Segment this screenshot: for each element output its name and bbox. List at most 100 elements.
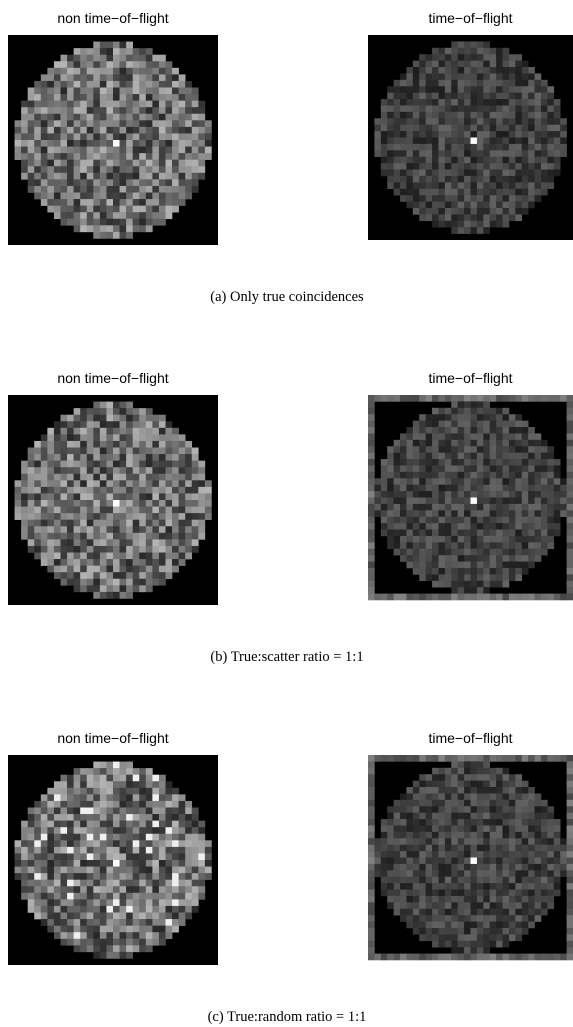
pixel — [560, 845, 567, 852]
pixel — [185, 893, 192, 900]
pixel — [413, 182, 420, 189]
pixel — [120, 193, 127, 200]
pixel — [54, 428, 61, 435]
pixel — [61, 114, 68, 121]
pixel — [426, 440, 433, 447]
pixel — [374, 954, 381, 961]
pixel — [106, 867, 113, 874]
pixel — [496, 157, 503, 164]
pixel — [34, 520, 41, 527]
pixel — [100, 939, 107, 946]
pixel — [503, 877, 510, 884]
pixel — [419, 112, 426, 119]
pixel — [146, 81, 153, 88]
pixel — [120, 559, 127, 566]
pixel — [47, 853, 54, 860]
pixel — [113, 886, 120, 893]
pixel — [515, 523, 522, 530]
pixel — [87, 199, 94, 206]
pixel — [47, 179, 54, 186]
pixel — [133, 860, 140, 867]
pixel — [146, 487, 153, 494]
pixel — [106, 539, 113, 546]
pixel — [464, 838, 471, 845]
pixel — [166, 74, 173, 81]
pixel — [515, 845, 522, 852]
pixel — [541, 80, 548, 87]
pixel — [471, 922, 478, 929]
pixel — [445, 176, 452, 183]
pixel — [139, 219, 146, 226]
pixel — [528, 195, 535, 202]
pixel — [61, 533, 68, 540]
pixel — [477, 928, 484, 935]
pixel — [198, 114, 205, 121]
pixel — [100, 533, 107, 540]
pixel — [41, 448, 48, 455]
pixel — [406, 433, 413, 440]
pixel — [483, 594, 490, 601]
pixel — [426, 80, 433, 87]
pixel — [120, 762, 127, 769]
pixel — [120, 428, 127, 435]
pixel — [394, 485, 401, 492]
pixel — [528, 182, 535, 189]
pixel — [80, 821, 87, 828]
pixel — [172, 461, 179, 468]
pixel — [80, 474, 87, 481]
pixel — [458, 498, 465, 505]
pixel — [515, 909, 522, 916]
pixel — [139, 55, 146, 62]
pixel — [471, 202, 478, 209]
pixel — [406, 510, 413, 517]
pixel — [21, 140, 28, 147]
pixel — [87, 454, 94, 461]
pixel — [413, 851, 420, 858]
pixel — [152, 513, 159, 520]
pixel — [406, 478, 413, 485]
pixel — [503, 954, 510, 961]
pixel — [554, 150, 561, 157]
pixel — [172, 193, 179, 200]
pixel — [483, 421, 490, 428]
pixel — [458, 819, 465, 826]
pixel — [15, 133, 22, 140]
pixel — [159, 880, 166, 887]
pixel — [451, 864, 458, 871]
pixel — [515, 858, 522, 865]
pixel — [406, 182, 413, 189]
pixel — [432, 909, 439, 916]
pixel — [61, 179, 68, 186]
pixel — [47, 794, 54, 801]
pixel — [41, 913, 48, 920]
pixel — [438, 176, 445, 183]
pixel — [205, 147, 212, 154]
pixel — [426, 176, 433, 183]
pixel — [113, 853, 120, 860]
pixel — [126, 932, 133, 939]
pixel — [93, 814, 100, 821]
pixel — [47, 788, 54, 795]
pixel — [67, 434, 74, 441]
pixel — [74, 507, 81, 514]
pixel — [451, 465, 458, 472]
pixel — [74, 114, 81, 121]
pixel — [47, 74, 54, 81]
pixel — [547, 819, 554, 826]
pixel — [368, 941, 375, 948]
pixel — [464, 440, 471, 447]
pixel — [100, 768, 107, 775]
pixel — [54, 520, 61, 527]
pixel — [387, 446, 394, 453]
pixel — [419, 902, 426, 909]
pixel — [93, 526, 100, 533]
pixel — [54, 794, 61, 801]
pixel — [185, 186, 192, 193]
pixel — [152, 212, 159, 219]
pixel — [172, 467, 179, 474]
pixel — [509, 170, 516, 177]
pixel — [106, 166, 113, 173]
pixel — [515, 395, 522, 402]
pixel — [458, 163, 465, 170]
pixel — [133, 186, 140, 193]
